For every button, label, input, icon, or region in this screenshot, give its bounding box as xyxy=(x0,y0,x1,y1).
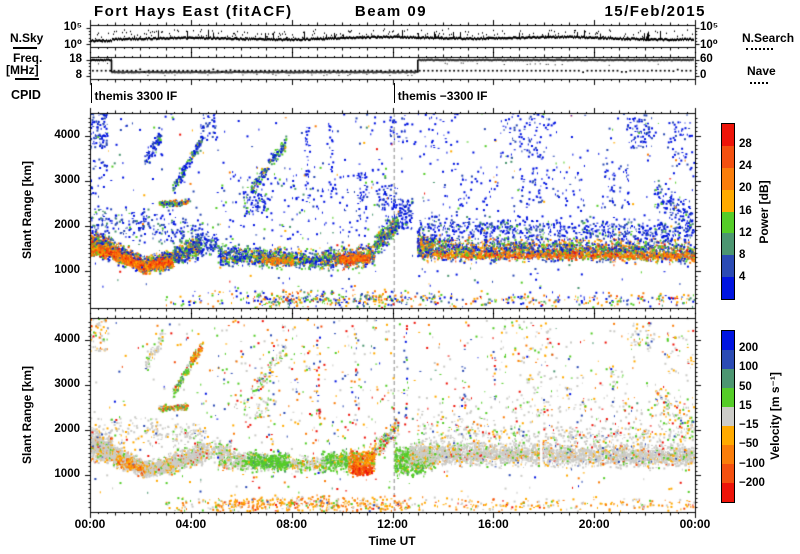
xtick-label: 16:00 xyxy=(477,517,509,531)
power-colorbar-tick-label: 28 xyxy=(739,138,752,151)
xtick-label: 00:00 xyxy=(74,517,106,531)
xtick-label: 00:00 xyxy=(679,517,711,531)
velocity-colorbar-tick-label: 200 xyxy=(739,342,759,355)
power-rti-panel xyxy=(82,105,703,316)
cpid-change-mark xyxy=(90,83,92,103)
nave-legend-label: Nave xyxy=(747,64,776,78)
xtick-label: 12:00 xyxy=(377,517,408,531)
velocity-colorbar-title: Velocity [m s⁻¹] xyxy=(768,372,782,460)
power-colorbar-segment xyxy=(722,277,734,299)
velocity-ytick-label: 1000 xyxy=(54,468,80,481)
freq-solid-line-legend xyxy=(15,78,39,80)
power-colorbar-tick-label: 16 xyxy=(739,204,752,217)
power-ytick-label: 2000 xyxy=(54,218,80,231)
velocity-ytick-label: 3000 xyxy=(54,378,80,391)
velocity-colorbar-tick-label: 100 xyxy=(739,361,759,374)
page-title: Fort Hays East (fitACF) xyxy=(94,3,293,20)
velocity-colorbar-tick-label: −50 xyxy=(739,438,759,451)
velocity-colorbar-segment xyxy=(722,388,734,407)
power-colorbar-segment xyxy=(722,167,734,190)
power-colorbar-tick-label: 24 xyxy=(739,160,752,173)
power-colorbar-tick-label: 4 xyxy=(739,270,746,283)
power-colorbar-segment xyxy=(722,124,734,146)
power-ytick-label: 1000 xyxy=(54,263,80,276)
power-colorbar-tick-label: 12 xyxy=(739,226,752,239)
nave-ytick-label: 0 xyxy=(700,69,707,81)
power-colorbar-segment xyxy=(722,233,734,256)
nsky-axis-label: N.Sky xyxy=(10,31,44,45)
power-colorbar-segment xyxy=(722,211,734,234)
velocity-colorbar-segment xyxy=(722,369,734,388)
nsky-ytick-label: 10⁰ xyxy=(64,39,82,51)
velocity-colorbar-tick-label: 15 xyxy=(739,399,752,412)
nave-ytick-label: 60 xyxy=(700,53,713,65)
nsky-solid-line-legend xyxy=(13,47,37,49)
power-colorbar-tick-label: 8 xyxy=(739,248,746,261)
velocity-colorbar-segment xyxy=(722,350,734,369)
freq-ytick-label: 8 xyxy=(75,69,82,81)
cpid-change-mark xyxy=(393,83,395,103)
xtick-label: 08:00 xyxy=(276,517,308,531)
cpid-entry-label: themis −3300 IF xyxy=(397,89,488,103)
xaxis-title: Time UT xyxy=(368,534,416,548)
freq-axis-label-line2: [MHz] xyxy=(6,63,39,77)
velocity-colorbar-tick-label: 50 xyxy=(739,380,752,393)
power-colorbar-title: Power [dB] xyxy=(757,180,771,244)
velocity-ytick-label: 4000 xyxy=(54,333,80,346)
velocity-rti-panel xyxy=(82,310,703,520)
velocity-colorbar-segment xyxy=(722,483,734,502)
nsky-right-ytick-label: 10⁰ xyxy=(700,39,718,51)
nsearch-legend-label: N.Search xyxy=(742,31,795,45)
velocity-colorbar-segment xyxy=(722,426,734,445)
velocity-colorbar-segment xyxy=(722,407,734,426)
velocity-colorbar-tick-label: −15 xyxy=(739,419,759,432)
power-colorbar-segment xyxy=(722,145,734,168)
cpid-label: CPID xyxy=(11,88,41,102)
xtick-label: 20:00 xyxy=(578,517,610,531)
velocity-colorbar-segment xyxy=(722,464,734,483)
freq-axis-label-line1: Freq. xyxy=(13,51,43,65)
nsky-ytick-label: 10⁵ xyxy=(63,21,82,33)
xtick-label: 04:00 xyxy=(175,517,207,531)
velocity-yaxis-title: Slant Range [km] xyxy=(20,365,34,465)
beam-label: Beam 09 xyxy=(354,3,428,20)
cpid-entry-label: themis 3300 IF xyxy=(94,89,178,103)
nsearch-dotted-line-legend xyxy=(746,48,773,50)
power-colorbar xyxy=(721,123,735,300)
nave-dotted-line-legend xyxy=(750,82,768,84)
velocity-colorbar xyxy=(721,330,735,503)
velocity-colorbar-tick-label: −200 xyxy=(739,476,765,489)
freq-panel xyxy=(82,49,703,87)
velocity-colorbar-segment xyxy=(722,331,734,350)
velocity-colorbar-segment xyxy=(722,445,734,464)
power-colorbar-segment xyxy=(722,255,734,278)
power-ytick-label: 3000 xyxy=(54,173,80,186)
power-colorbar-tick-label: 20 xyxy=(739,182,752,195)
power-colorbar-segment xyxy=(722,189,734,212)
velocity-ytick-label: 2000 xyxy=(54,423,80,436)
date-label: 15/Feb/2015 xyxy=(604,3,706,20)
nsky-right-ytick-label: 10⁵ xyxy=(700,21,719,33)
power-ytick-label: 4000 xyxy=(54,128,80,141)
power-yaxis-title: Slant Range [km] xyxy=(20,160,34,260)
freq-ytick-label: 18 xyxy=(69,53,82,65)
nsky-panel xyxy=(82,17,703,55)
velocity-colorbar-tick-label: −100 xyxy=(739,457,765,470)
